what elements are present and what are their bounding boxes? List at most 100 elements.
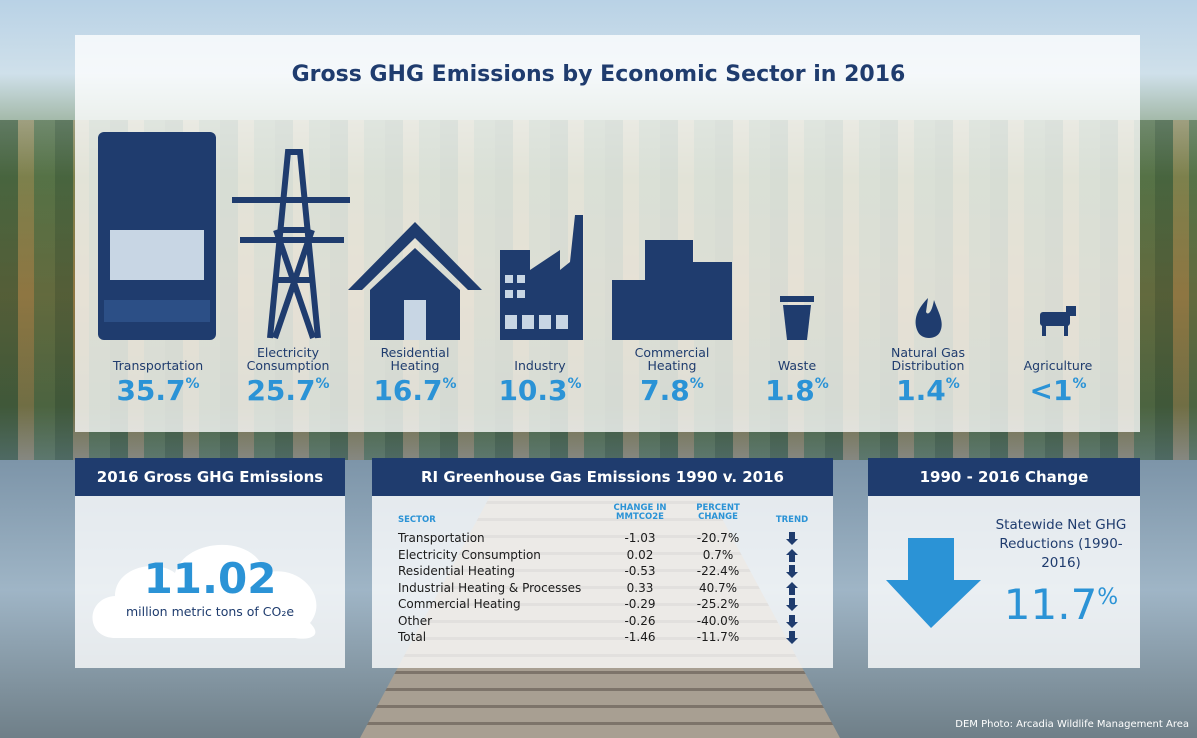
change-panel: 1990 - 2016 Change Statewide Net GHG Red… xyxy=(868,458,1140,668)
change-unit: % xyxy=(1097,585,1119,610)
sector-label: Electricity Consumption xyxy=(246,345,330,373)
change-value: 11.7% xyxy=(986,580,1136,629)
sector-number: 1.8 xyxy=(765,374,815,407)
down-arrow xyxy=(886,538,981,628)
sector-unit: % xyxy=(689,376,704,392)
trend-arrow-down xyxy=(786,565,798,578)
sector-label: Residential Heating xyxy=(380,345,450,373)
percent-cell: 40.7% xyxy=(698,580,738,595)
sector-cell: Industrial Heating & Processes xyxy=(398,580,582,595)
sector-unit: % xyxy=(567,376,582,392)
arrow-shape xyxy=(786,581,798,595)
sector: Industry 10.3% xyxy=(480,344,600,407)
sector-unit: % xyxy=(1072,376,1087,392)
percent-cell: 0.7% xyxy=(702,547,734,562)
sector-cell: Total xyxy=(398,630,427,644)
gross-caption: million metric tons of CO₂e xyxy=(125,604,295,619)
change-cell: -1.03 xyxy=(624,531,656,545)
gross-value: 11.02 xyxy=(143,554,277,603)
arrow-shape xyxy=(786,565,798,578)
panel-header: 1990 - 2016 Change xyxy=(868,458,1140,496)
sector: Residential Heating 16.7% xyxy=(355,344,475,407)
arrow-shape xyxy=(786,532,798,545)
trend-arrow-down xyxy=(786,631,798,644)
arrow-shape xyxy=(786,631,798,644)
trend-arrow-down xyxy=(786,614,798,628)
tower-icon xyxy=(232,149,350,339)
change-cell: 0.33 xyxy=(626,580,654,595)
trend-arrow-up xyxy=(786,581,798,595)
trend-arrow-down xyxy=(786,532,798,545)
percent-cell: -22.4% xyxy=(696,564,740,578)
change-cell: -0.53 xyxy=(624,564,656,578)
sector: Electricity Consumption 25.7% xyxy=(228,344,348,407)
sector-unit: % xyxy=(442,376,457,392)
change-cell: -0.26 xyxy=(624,613,656,628)
sector-label: Transportation xyxy=(112,358,204,373)
trend-arrow-down xyxy=(786,598,798,611)
sector-label: Waste xyxy=(777,358,817,373)
sector-cell: Other xyxy=(398,613,433,628)
sector-label: Agriculture xyxy=(1023,358,1093,373)
sector: Agriculture <1% xyxy=(998,344,1118,407)
flame-icon xyxy=(915,298,942,338)
sector-number: 35.7 xyxy=(116,374,186,407)
sector-unit: % xyxy=(315,376,330,392)
change-cell: -1.46 xyxy=(624,630,656,644)
sector-value: 35.7% xyxy=(98,374,218,407)
sector-unit: % xyxy=(814,376,829,392)
sector-cell: Commercial Heating xyxy=(398,597,521,611)
sector-label: Industry xyxy=(514,358,566,373)
sector-label: Natural Gas Distribution xyxy=(891,345,965,373)
sector-panel xyxy=(75,35,1140,432)
sector-value: 7.8% xyxy=(612,374,732,407)
panel-header: 2016 Gross GHG Emissions xyxy=(75,458,345,496)
sector: Waste 1.8% xyxy=(737,344,857,407)
column-header: SECTOR xyxy=(398,515,436,525)
sector-unit: % xyxy=(185,376,200,392)
cow-icon xyxy=(1040,306,1076,336)
sector: Natural Gas Distribution 1.4% xyxy=(868,344,988,407)
sector-value: 1.4% xyxy=(868,374,988,407)
sector-number: 25.7 xyxy=(246,374,316,407)
title: Gross GHG Emissions by Economic Sector i… xyxy=(291,62,906,87)
sector-value: 16.7% xyxy=(355,374,475,407)
trend-arrow-up xyxy=(786,548,798,562)
percent-cell: -11.7% xyxy=(696,630,740,644)
photo-credit: DEM Photo: Arcadia Wildlife Management A… xyxy=(955,719,1189,730)
bin-icon xyxy=(780,296,814,340)
panel-header: RI Greenhouse Gas Emissions 1990 v. 2016 xyxy=(372,458,833,496)
change-caption: Statewide Net GHG Reductions (1990-2016) xyxy=(995,517,1127,571)
arrow-shape xyxy=(786,598,798,611)
sector-number: 16.7 xyxy=(373,374,443,407)
sector-label: Commercial Heating xyxy=(634,345,710,373)
sector-number: 1.4 xyxy=(896,374,946,407)
gross-panel: 2016 Gross GHG Emissions 11.02 million m… xyxy=(75,458,345,668)
sector-cell: Electricity Consumption xyxy=(398,547,541,562)
factory-icon xyxy=(500,215,583,340)
change-number: 11.7 xyxy=(1003,580,1098,629)
sector: Commercial Heating 7.8% xyxy=(612,344,732,407)
table-panel: RI Greenhouse Gas Emissions 1990 v. 2016… xyxy=(372,458,833,668)
sector-number: 7.8 xyxy=(640,374,690,407)
sector-number: <1 xyxy=(1029,374,1073,407)
sector: Transportation 35.7% xyxy=(98,344,218,407)
cloud xyxy=(92,544,317,639)
arrow-shape xyxy=(786,614,798,628)
sector-number: 10.3 xyxy=(498,374,568,407)
sector-value: <1% xyxy=(998,374,1118,407)
arrow-shape xyxy=(786,548,798,562)
percent-cell: -20.7% xyxy=(696,531,740,545)
change-cell: 0.02 xyxy=(626,547,654,562)
change-cell: -0.29 xyxy=(624,597,656,611)
column-header: CHANGE IN MMTCO2E xyxy=(613,503,667,522)
column-header: TREND xyxy=(775,515,809,525)
sector-cell: Transportation xyxy=(398,531,485,545)
sector-value: 1.8% xyxy=(737,374,857,407)
percent-cell: -25.2% xyxy=(696,597,740,611)
sector-cell: Residential Heating xyxy=(398,564,515,578)
truck-icon xyxy=(98,132,216,340)
percent-cell: -40.0% xyxy=(696,613,740,628)
